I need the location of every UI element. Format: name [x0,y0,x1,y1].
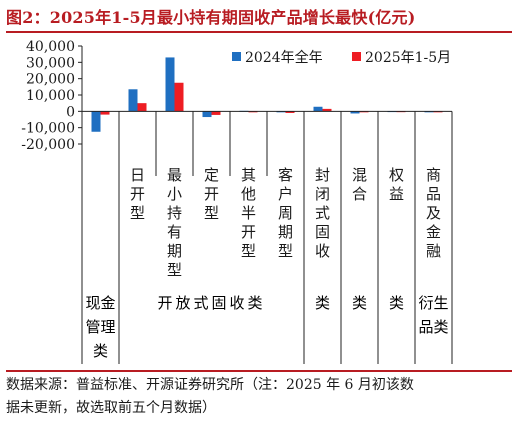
source-note: 数据来源：普益标准、开源证券研究所（注：2025 年 6 月初该数 据未更新，故… [6,374,518,420]
bar-2025 [211,111,221,115]
category-label: 权益 [389,166,404,203]
title-rule [6,31,512,33]
chart-title: 图2：2025年1-5月最小持有期固收产品增长最快(亿元) [6,8,416,27]
y-tick-label: 40,000 [26,39,75,55]
y-tick-label: -10,000 [21,121,75,137]
group-label-cash-3: 类 [93,342,108,360]
group-label-open: 开放式固收类 [157,294,265,312]
source-rule [6,370,512,372]
bar-2024 [350,111,360,114]
legend-swatch-2024 [232,52,241,61]
bar-2025 [285,111,295,113]
legend-swatch-2025 [352,52,361,61]
group-label-deriv-1: 衍生 [418,294,448,312]
category-label: 日开型 [130,166,145,222]
group-label-class: 类 [315,294,330,312]
bar-2024 [165,57,175,112]
bar-2024 [128,89,138,112]
category-label: 其他半开型 [241,166,256,260]
bar-2025 [100,111,110,115]
group-label-class: 类 [352,294,367,312]
category-label: 定开型 [204,166,219,222]
group-label-class: 类 [389,294,404,312]
category-label: 客户周期型 [278,166,293,260]
bar-2025 [322,108,332,112]
bar-2025 [137,103,147,112]
y-tick-label: 20,000 [26,72,75,88]
category-label: 混合 [352,166,367,203]
legend-label-2024: 2024年全年 [245,49,323,66]
category-label: 封闭式固收 [315,166,330,260]
bar-2025 [174,82,184,112]
bar-2024 [313,106,323,112]
bar-2024 [202,111,212,118]
category-label: 最小持有期型 [167,166,182,279]
legend-label-2025: 2025年1-5月 [365,50,451,66]
category-label: 商品及金融 [426,166,441,260]
bar-chart: -20,000-10,000010,00020,00030,00040,000 … [21,39,453,364]
y-tick-label: 10,000 [26,88,75,104]
group-label-deriv-2: 品类 [418,318,448,336]
y-tick-label: 30,000 [26,55,75,71]
source-line-1: 数据来源：普益标准、开源证券研究所（注：2025 年 6 月初该数 [6,377,414,393]
y-tick-label: -20,000 [21,137,75,153]
group-label-cash-2: 管理 [85,318,115,336]
y-tick-label: 0 [66,104,75,120]
group-label-cash-1: 现金 [85,294,115,312]
bar-2024 [91,111,101,132]
source-line-2: 据未更新，故选取前五个月数据） [6,400,216,416]
